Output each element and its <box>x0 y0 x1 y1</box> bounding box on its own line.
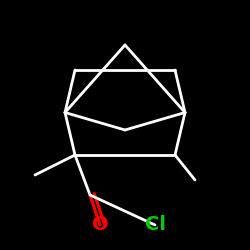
Text: Cl: Cl <box>144 216 166 234</box>
Text: O: O <box>92 216 108 234</box>
